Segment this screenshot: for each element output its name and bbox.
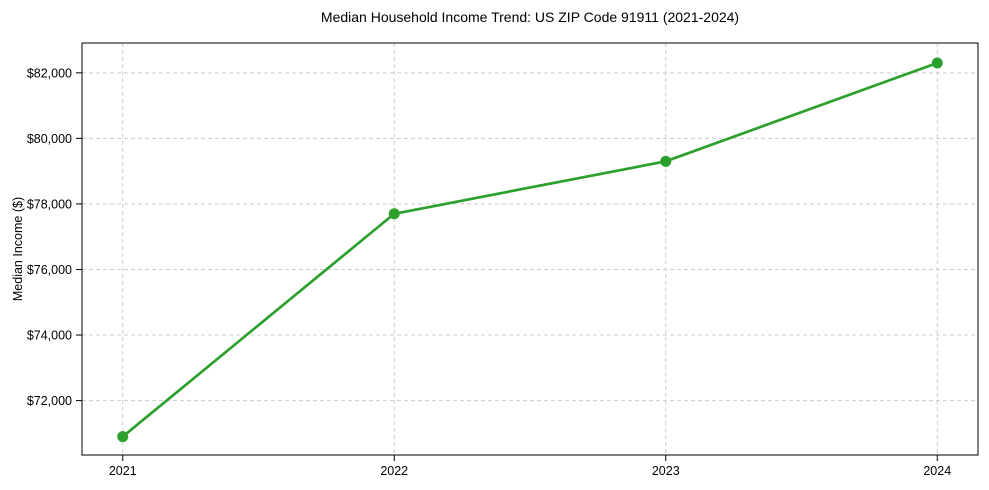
- y-tick-label: $72,000: [27, 394, 72, 408]
- plot-border: [81, 42, 979, 456]
- x-tick-label: 2022: [380, 464, 408, 478]
- x-tick-label: 2023: [652, 464, 680, 478]
- y-tick-label: $80,000: [27, 132, 72, 146]
- y-tick-label: $76,000: [27, 263, 72, 277]
- data-point-2022: [388, 208, 400, 220]
- y-tick-label: $74,000: [27, 329, 72, 343]
- y-tick-label: $78,000: [27, 197, 72, 211]
- trend-line: [121, 61, 939, 438]
- x-tick-label: 2021: [109, 464, 137, 478]
- chart-title: Median Household Income Trend: US ZIP Co…: [320, 9, 740, 25]
- data-point-2024: [931, 57, 943, 69]
- data-point-2023: [660, 155, 672, 167]
- y-tick-label: $82,000: [27, 66, 72, 80]
- x-tick-label: 2024: [923, 464, 951, 478]
- data-point-2021: [117, 431, 129, 443]
